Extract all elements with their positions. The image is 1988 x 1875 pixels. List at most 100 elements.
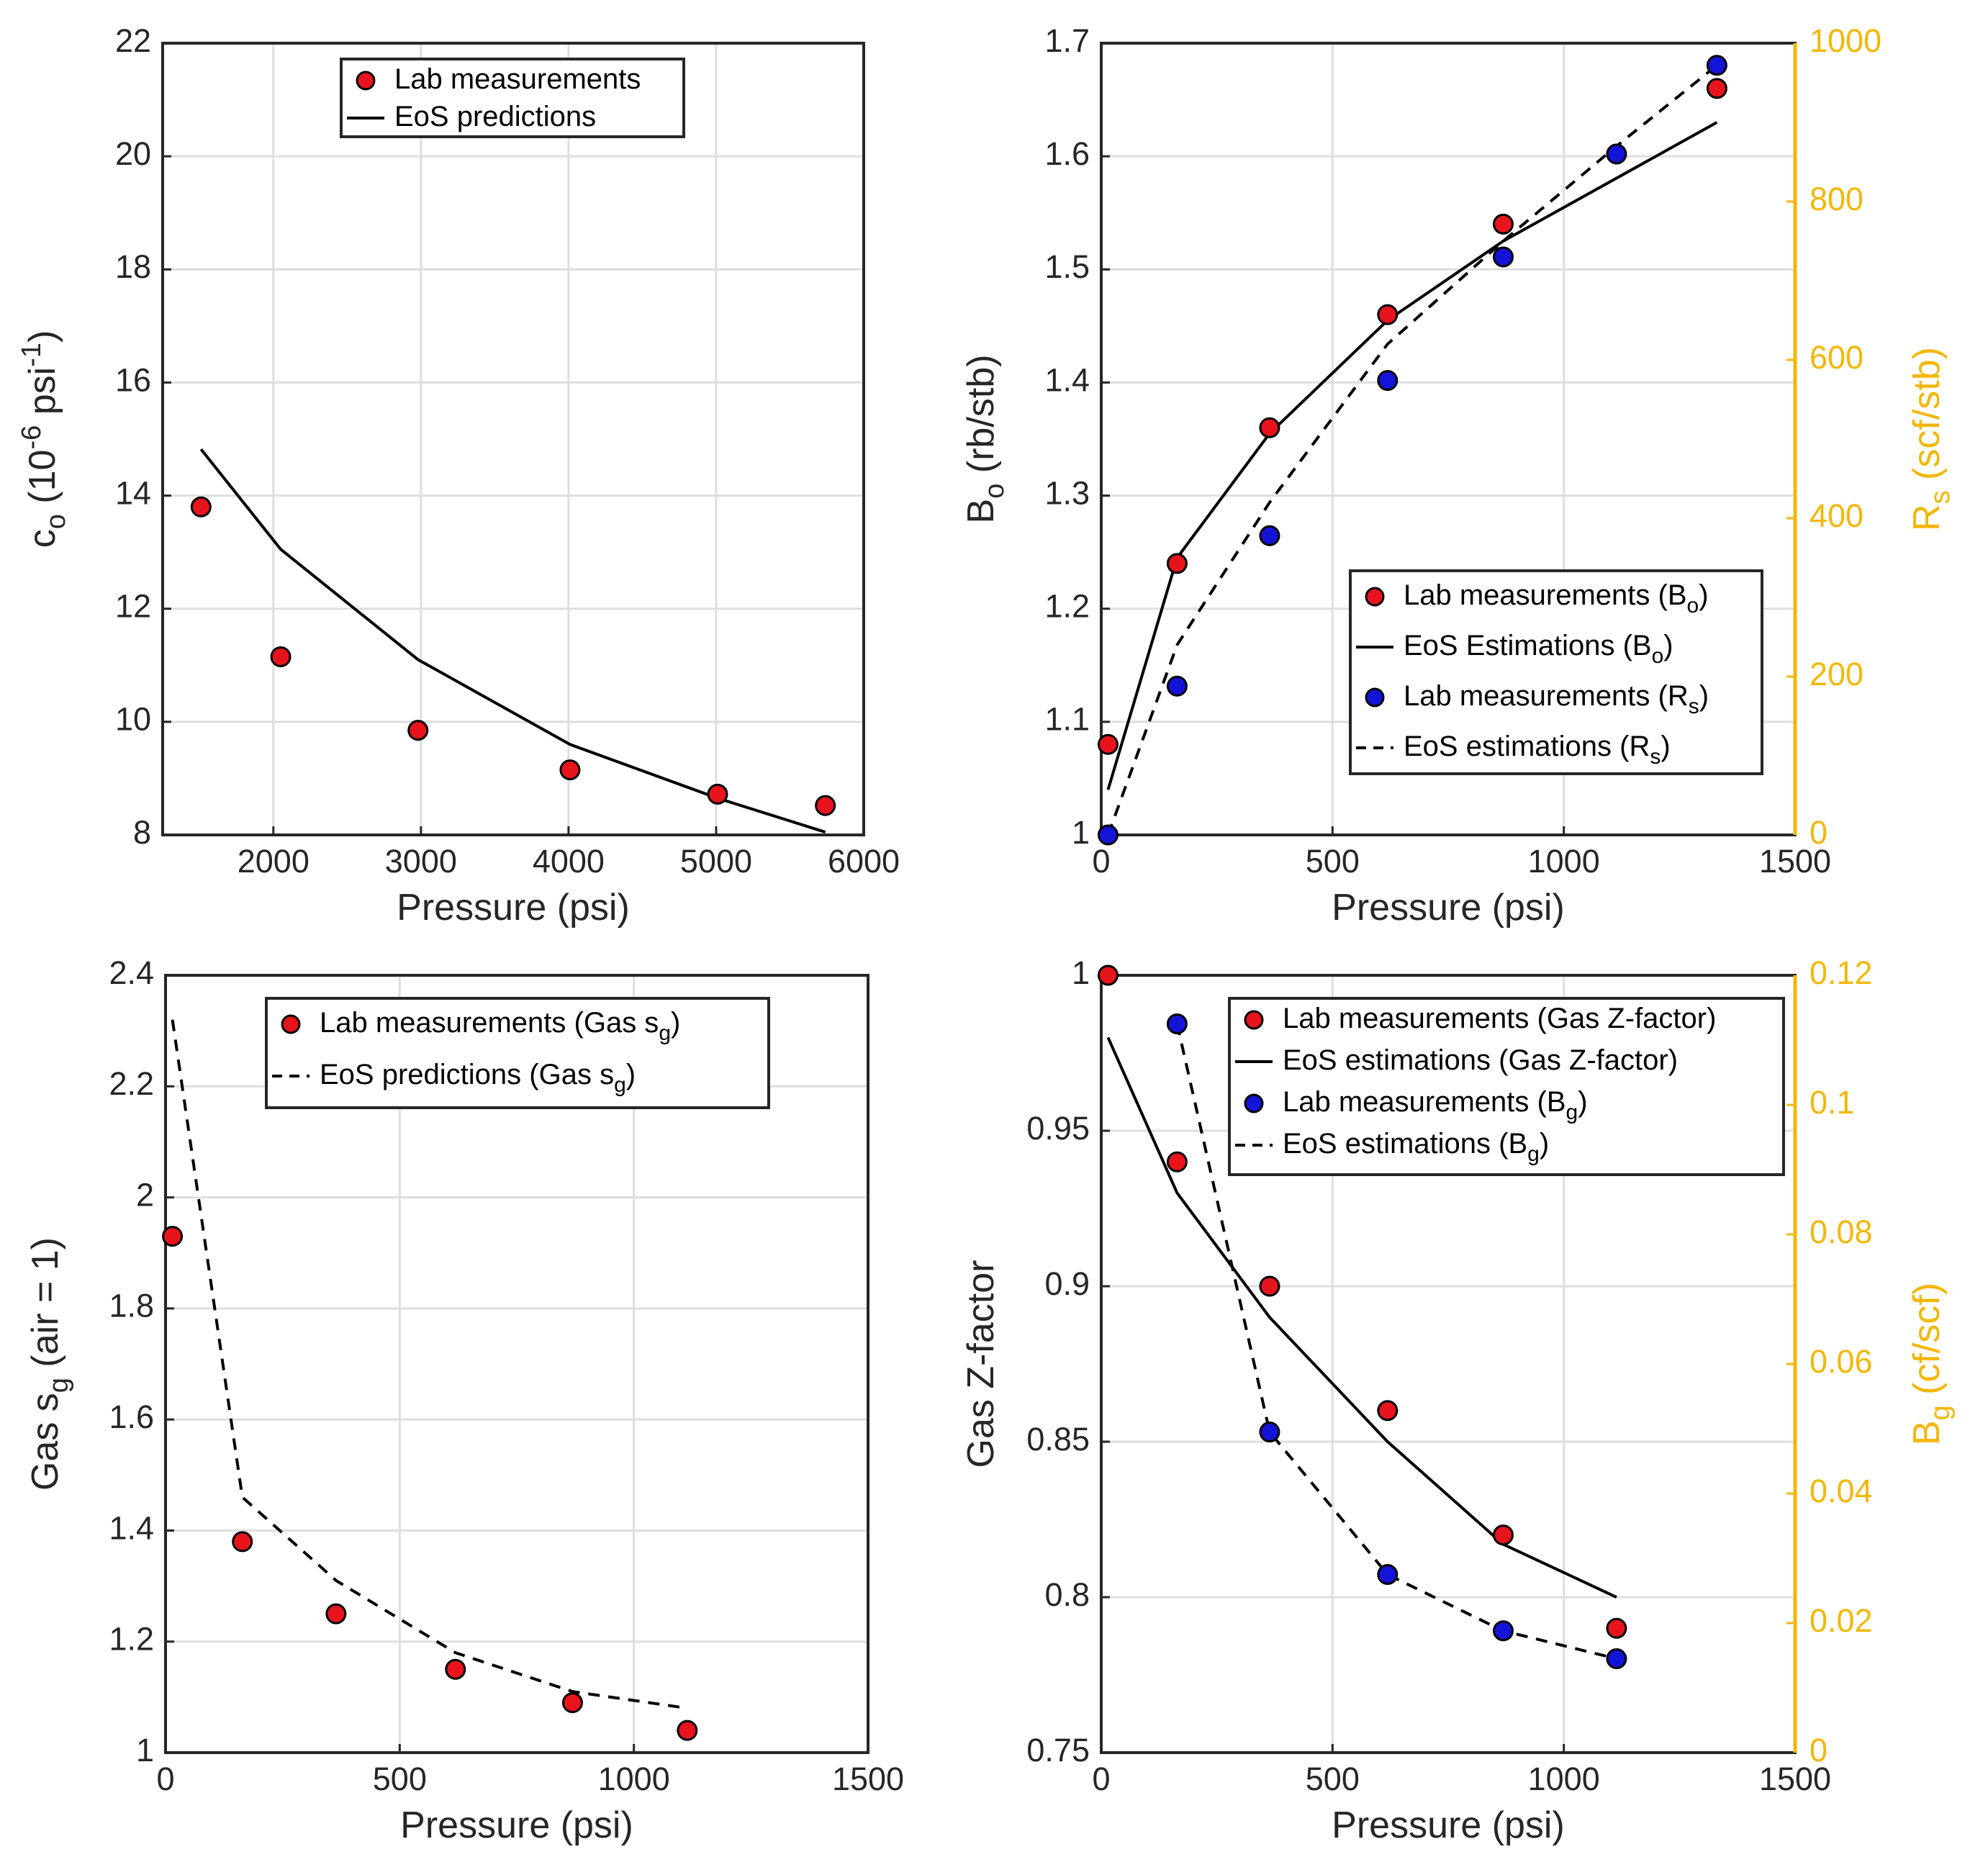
data-point bbox=[1606, 1617, 1627, 1639]
data-point bbox=[445, 1658, 466, 1680]
x-tick-label: 0 bbox=[156, 1761, 174, 1797]
chart-panel-4: 0 500 1000 1500 0.75 0.8 0.85 0.9 0.95 1 0 0.02 0.04… bbox=[960, 954, 1956, 1846]
chart-panel-2: 0 500 1000 1500 1 1.1 1.2 1.3 1.4 1.5 1.6 1.7 0 200 40… bbox=[960, 22, 1956, 929]
y-tick-label: 0.8 bbox=[1044, 1576, 1090, 1613]
data-point bbox=[1259, 525, 1280, 546]
data-point bbox=[1166, 553, 1188, 574]
x-tick-label: 6000 bbox=[828, 843, 900, 880]
y-tick-label: 1.6 bbox=[109, 1399, 154, 1435]
y-right-tick-label: 1000 bbox=[1809, 22, 1881, 59]
x-axis-label: Pressure (psi) bbox=[1332, 887, 1565, 929]
data-point bbox=[1259, 1422, 1280, 1442]
data-point bbox=[707, 783, 728, 805]
legend-box bbox=[265, 997, 770, 1109]
y-right-tick-label: 800 bbox=[1809, 181, 1863, 217]
data-point bbox=[677, 1720, 698, 1741]
y-tick-label: 1.7 bbox=[1044, 22, 1090, 59]
y-tick-label: 1.6 bbox=[1044, 135, 1090, 172]
y-tick-label: 14 bbox=[115, 474, 151, 511]
y-tick-label: 1 bbox=[136, 1732, 154, 1768]
x-tick-label: 500 bbox=[373, 1761, 427, 1797]
series-line bbox=[171, 1019, 688, 1710]
y-right-axis-label: Rs (scf/stb) bbox=[1906, 347, 1956, 531]
x-tick-label: 1000 bbox=[1528, 843, 1600, 880]
y-tick-label: 8 bbox=[133, 814, 151, 851]
series-line bbox=[1175, 1024, 1617, 1661]
y-right-tick-label: 600 bbox=[1809, 339, 1863, 376]
x-tick-label: 2000 bbox=[238, 843, 310, 880]
chart-panel-1: 2000 3000 4000 5000 6000 8 10 12 14 16 18 20 22 Press… bbox=[17, 22, 900, 929]
data-point bbox=[1166, 675, 1188, 697]
legend-marker bbox=[1365, 587, 1385, 607]
data-point bbox=[1606, 1648, 1627, 1669]
x-axis-label: Pressure (psi) bbox=[1332, 1804, 1565, 1846]
data-point bbox=[1706, 78, 1727, 99]
x-tick-label: 1500 bbox=[1759, 1761, 1831, 1797]
data-point bbox=[559, 759, 581, 781]
legend-marker bbox=[281, 1014, 301, 1034]
x-tick-label: 3000 bbox=[385, 843, 457, 880]
data-point bbox=[1259, 1275, 1280, 1297]
x-tick-label: 1000 bbox=[598, 1761, 670, 1797]
legend-marker bbox=[1365, 687, 1385, 708]
x-tick-label: 1000 bbox=[1528, 1761, 1600, 1797]
y-tick-label: 18 bbox=[115, 248, 151, 285]
legend-label: Lab measurements (Gas Z-factor) bbox=[1283, 1003, 1716, 1034]
legend-label: EoS predictions bbox=[394, 101, 596, 132]
y-tick-label: 1.8 bbox=[109, 1288, 154, 1324]
y-tick-label: 12 bbox=[115, 588, 151, 625]
x-tick-label: 1500 bbox=[1759, 843, 1831, 880]
chart-panel-3: 0 500 1000 1500 1 1.2 1.4 1.6 1.8 2 2.2 2.4 Pressure… bbox=[24, 954, 904, 1846]
x-axis-label: Pressure (psi) bbox=[400, 1804, 633, 1846]
data-point bbox=[190, 496, 212, 518]
data-point bbox=[561, 1692, 583, 1714]
y-tick-label: 2.4 bbox=[109, 954, 154, 991]
data-point bbox=[1259, 417, 1280, 438]
legend-label: EoS estimations (Gas Z-factor) bbox=[1283, 1044, 1678, 1076]
data-point bbox=[1492, 246, 1514, 268]
y-tick-label: 16 bbox=[115, 361, 151, 398]
data-point bbox=[1097, 824, 1119, 846]
legend-label: EoS predictions (Gas sg) bbox=[320, 1059, 636, 1097]
series-line bbox=[1106, 1036, 1617, 1599]
y-right-tick-label: 400 bbox=[1809, 497, 1863, 534]
plot-frame bbox=[161, 42, 865, 836]
legend-label: EoS estimations (Rs) bbox=[1404, 731, 1671, 769]
svg-text:Gas sg (air = 1): Gas sg (air = 1) bbox=[24, 1237, 74, 1491]
legend-box bbox=[1228, 997, 1785, 1176]
y-tick-label: 1.4 bbox=[1044, 361, 1090, 398]
svg-text:Bo (rb/stb): Bo (rb/stb) bbox=[960, 355, 1010, 524]
y-right-tick-label: 0.1 bbox=[1809, 1084, 1855, 1121]
legend-marker bbox=[356, 71, 376, 91]
y-tick-label: 1 bbox=[1072, 954, 1090, 991]
legend-marker bbox=[1244, 1093, 1264, 1113]
data-point bbox=[1377, 1400, 1399, 1422]
series-line bbox=[1106, 121, 1718, 790]
plot-frame bbox=[164, 974, 869, 1754]
y-tick-label: 2 bbox=[136, 1176, 154, 1213]
y-tick-label: 1.1 bbox=[1044, 701, 1090, 738]
data-point bbox=[1097, 733, 1119, 755]
y-tick-label: 2.2 bbox=[109, 1065, 154, 1102]
y-tick-label: 20 bbox=[115, 135, 151, 172]
legend-label: EoS estimations (Bg) bbox=[1283, 1128, 1549, 1166]
legend: Lab measurements (Gas Z-factor) EoS estim… bbox=[1228, 997, 1785, 1176]
data-point bbox=[162, 1226, 184, 1247]
y-tick-label: 0.9 bbox=[1044, 1265, 1090, 1302]
x-axis-label: Pressure (psi) bbox=[397, 887, 630, 929]
data-point bbox=[1166, 1151, 1188, 1173]
legend-label: Lab measurements (Gas sg) bbox=[320, 1007, 680, 1045]
y-right-axis-label: Bg (cf/scf) bbox=[1906, 1283, 1956, 1445]
data-point bbox=[1377, 1564, 1399, 1585]
data-point bbox=[1377, 304, 1399, 325]
y-tick-label: 1.3 bbox=[1044, 474, 1090, 511]
series-line bbox=[199, 448, 826, 833]
y-right-tick-label: 200 bbox=[1809, 656, 1863, 692]
legend: Lab measurements EoS predictions bbox=[340, 58, 685, 138]
data-point bbox=[232, 1531, 253, 1553]
y-tick-label: 22 bbox=[115, 22, 151, 59]
data-point bbox=[1492, 213, 1514, 235]
y-right-tick-label: 0.02 bbox=[1809, 1602, 1873, 1639]
x-tick-label: 0 bbox=[1092, 1761, 1110, 1797]
